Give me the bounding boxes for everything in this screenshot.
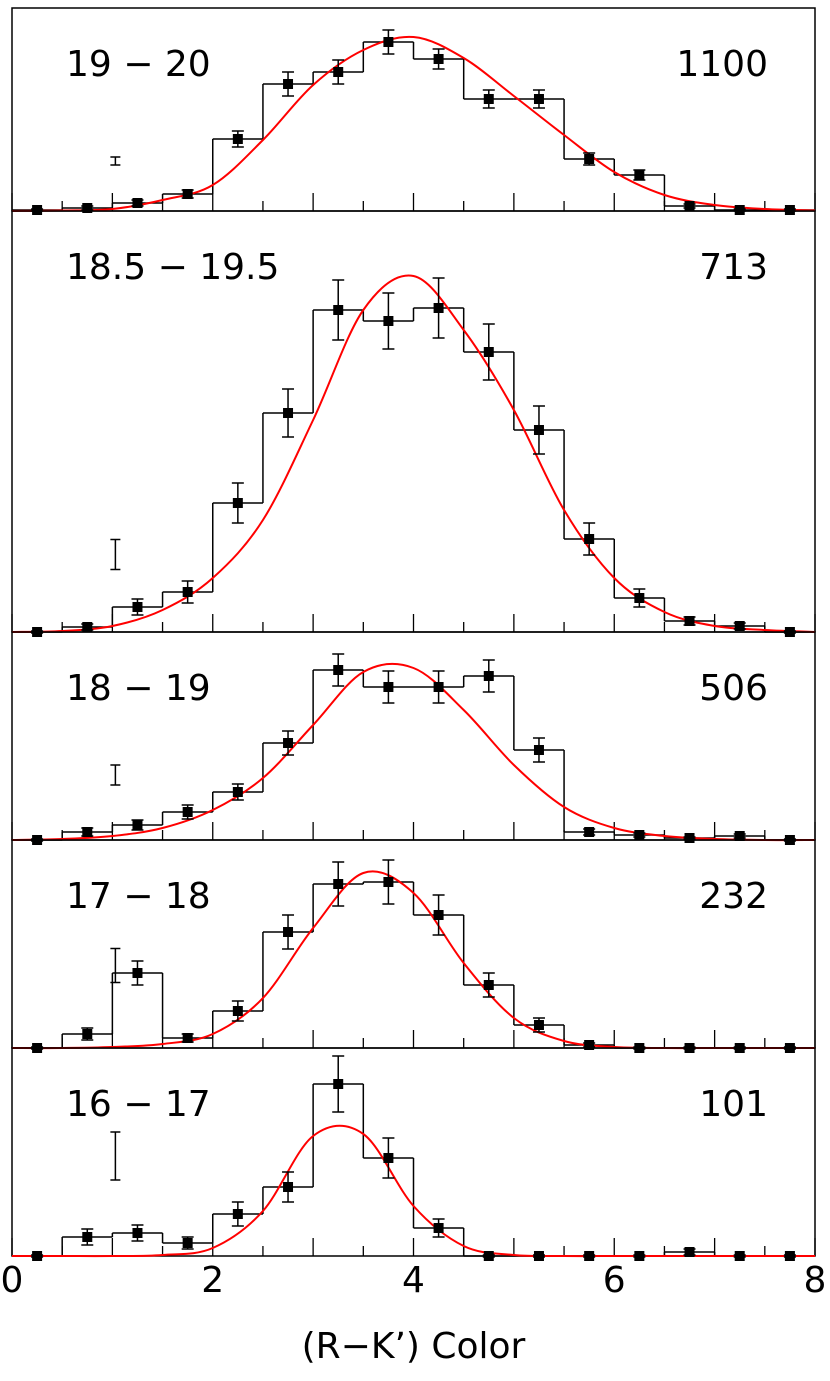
data-point bbox=[684, 201, 695, 211]
x-tick-label: 6 bbox=[603, 1260, 626, 1301]
data-point bbox=[684, 616, 695, 626]
panel-count: 1100 bbox=[676, 44, 768, 85]
data-point bbox=[684, 1247, 695, 1257]
data-point bbox=[533, 1020, 544, 1030]
data-point bbox=[32, 1251, 43, 1261]
data-point bbox=[383, 37, 394, 47]
data-point bbox=[634, 170, 645, 180]
data-point bbox=[182, 1238, 193, 1248]
data-point bbox=[232, 1209, 243, 1219]
panel-count: 101 bbox=[699, 1084, 768, 1125]
data-point bbox=[283, 79, 294, 89]
data-point bbox=[383, 316, 394, 326]
data-point bbox=[132, 820, 143, 830]
data-point bbox=[333, 1079, 344, 1089]
data-point bbox=[283, 408, 294, 418]
data-point bbox=[684, 833, 695, 843]
data-point bbox=[433, 303, 444, 313]
data-point bbox=[383, 1153, 394, 1163]
data-point bbox=[533, 94, 544, 104]
data-point bbox=[232, 498, 243, 508]
data-point bbox=[132, 602, 143, 612]
data-point bbox=[584, 1251, 595, 1261]
panel-label: 18.5 − 19.5 bbox=[66, 247, 279, 288]
fit-curve bbox=[12, 1124, 815, 1258]
data-point bbox=[483, 671, 494, 681]
fit-curve bbox=[11, 662, 816, 842]
panel-frame bbox=[11, 839, 816, 1049]
data-point bbox=[784, 205, 795, 215]
data-point bbox=[132, 968, 143, 978]
data-point bbox=[433, 1223, 444, 1233]
data-point bbox=[82, 1232, 93, 1242]
data-point bbox=[584, 534, 595, 544]
panel-label: 19 − 20 bbox=[66, 44, 211, 85]
fit-curve bbox=[11, 274, 816, 633]
data-point bbox=[82, 203, 93, 213]
data-point bbox=[734, 621, 745, 631]
data-point bbox=[82, 1029, 93, 1039]
data-point bbox=[634, 593, 645, 603]
panel-frame bbox=[11, 631, 816, 841]
panel-frame bbox=[11, 7, 816, 212]
x-tick-label: 0 bbox=[1, 1260, 24, 1301]
data-point bbox=[734, 831, 745, 841]
data-point bbox=[584, 827, 595, 837]
data-point bbox=[483, 1251, 494, 1261]
data-point bbox=[232, 787, 243, 797]
fit-curve bbox=[11, 35, 816, 212]
data-point bbox=[182, 1033, 193, 1043]
panel-label: 17 − 18 bbox=[66, 876, 211, 917]
panel-label: 16 − 17 bbox=[66, 1084, 211, 1125]
data-point bbox=[383, 877, 394, 887]
data-point bbox=[82, 622, 93, 632]
data-point bbox=[82, 827, 93, 837]
data-point bbox=[533, 425, 544, 435]
data-point bbox=[634, 1251, 645, 1261]
data-point bbox=[132, 198, 143, 208]
data-point bbox=[533, 745, 544, 755]
x-tick-label: 8 bbox=[804, 1260, 827, 1301]
data-point bbox=[433, 682, 444, 692]
data-point bbox=[333, 67, 344, 77]
data-point bbox=[734, 1251, 745, 1261]
panel-count: 506 bbox=[699, 668, 768, 709]
data-point bbox=[483, 94, 494, 104]
data-point bbox=[483, 980, 494, 990]
data-point bbox=[634, 830, 645, 840]
data-point bbox=[132, 1228, 143, 1238]
data-point bbox=[584, 154, 595, 164]
data-point bbox=[182, 807, 193, 817]
x-tick-label: 4 bbox=[402, 1260, 425, 1301]
data-point bbox=[483, 347, 494, 357]
data-point bbox=[784, 1251, 795, 1261]
data-point bbox=[32, 205, 43, 215]
panel-count: 232 bbox=[699, 876, 768, 917]
data-point bbox=[433, 910, 444, 920]
data-point bbox=[383, 682, 394, 692]
data-point bbox=[433, 54, 444, 64]
data-point bbox=[283, 927, 294, 937]
panel-label: 18 − 19 bbox=[66, 668, 211, 709]
data-point bbox=[232, 1006, 243, 1016]
x-tick-label: 2 bbox=[201, 1260, 224, 1301]
data-point bbox=[584, 1040, 595, 1050]
data-point bbox=[333, 665, 344, 675]
data-point bbox=[182, 587, 193, 597]
data-point bbox=[734, 205, 745, 215]
data-point bbox=[283, 738, 294, 748]
data-point bbox=[232, 134, 243, 144]
data-point bbox=[182, 189, 193, 199]
data-point bbox=[333, 305, 344, 315]
panel-count: 713 bbox=[699, 247, 768, 288]
data-point bbox=[533, 1251, 544, 1261]
x-axis-label: (R−K’) Color bbox=[302, 1326, 526, 1367]
data-point bbox=[333, 879, 344, 889]
data-point bbox=[283, 1182, 294, 1192]
